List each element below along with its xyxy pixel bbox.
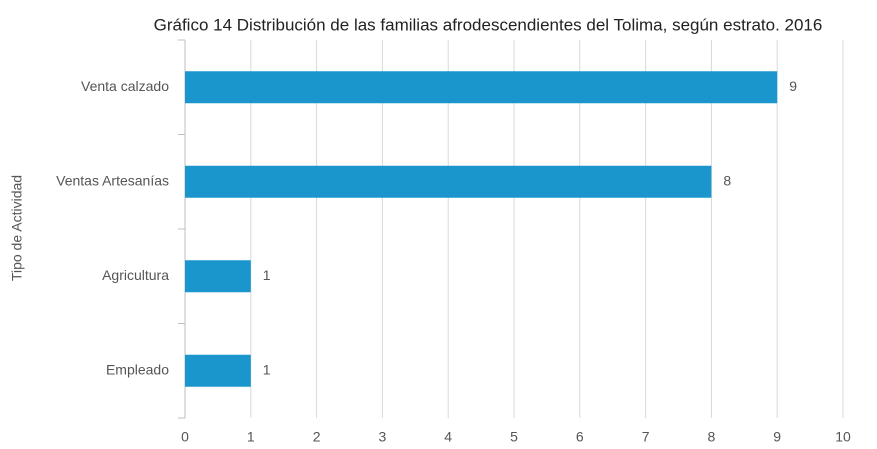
x-tick-label: 1 — [247, 429, 255, 445]
y-tick-label: Empleado — [106, 361, 169, 377]
x-tick-label: 5 — [510, 429, 518, 445]
bar — [185, 71, 778, 104]
y-tick-label: Agricultura — [102, 267, 169, 283]
data-label: 9 — [789, 78, 797, 94]
data-label: 8 — [723, 172, 731, 188]
chart-title: Gráfico 14 Distribución de las familias … — [154, 15, 823, 34]
x-tick-label: 2 — [313, 429, 321, 445]
x-tick-label: 9 — [773, 429, 781, 445]
y-tick-label: Ventas Artesanías — [56, 172, 169, 188]
data-label: 1 — [263, 267, 271, 283]
data-label: 1 — [263, 361, 271, 377]
bar — [185, 165, 712, 198]
x-tick-label: 0 — [181, 429, 189, 445]
x-tick-label: 4 — [444, 429, 452, 445]
y-tick-label: Venta calzado — [81, 78, 169, 94]
y-axis-label: Tipo de Actividad — [9, 175, 25, 281]
x-tick-label: 10 — [835, 429, 851, 445]
x-tick-label: 8 — [708, 429, 716, 445]
x-tick-label: 7 — [642, 429, 650, 445]
bar — [185, 260, 251, 293]
x-tick-label: 3 — [379, 429, 387, 445]
bar — [185, 354, 251, 387]
x-tick-label: 6 — [576, 429, 584, 445]
